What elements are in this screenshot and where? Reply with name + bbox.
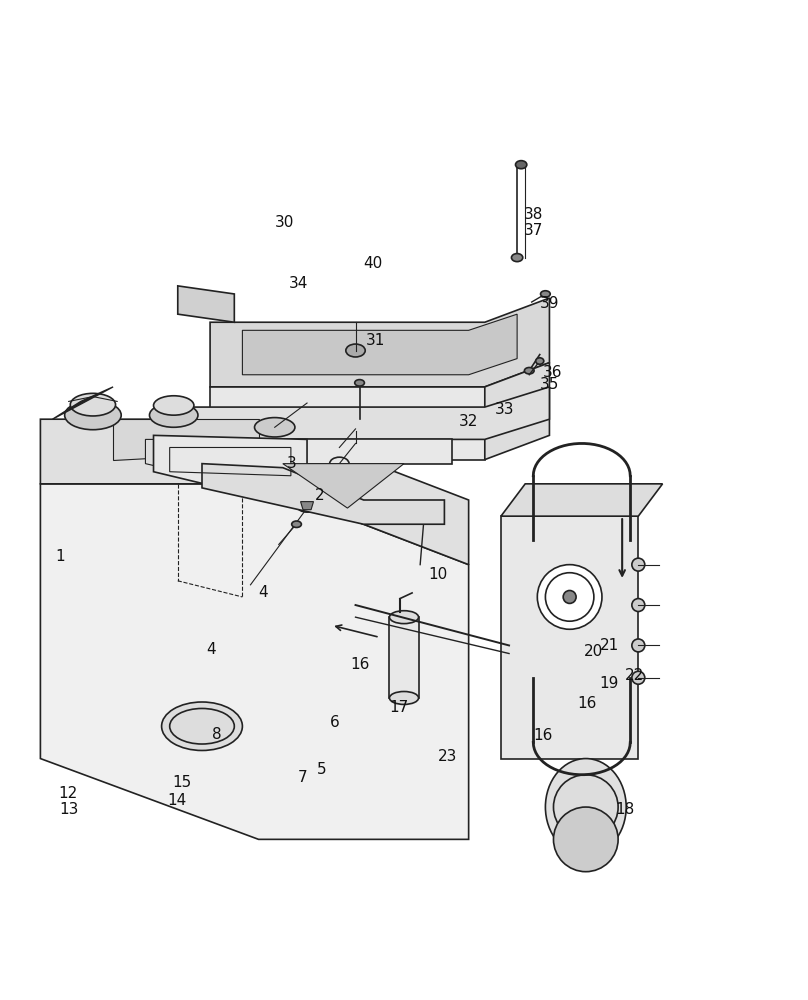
Text: 4: 4 (206, 642, 216, 657)
Ellipse shape (537, 565, 602, 629)
Text: 8: 8 (212, 727, 221, 742)
Ellipse shape (563, 590, 576, 603)
Text: 22: 22 (625, 668, 644, 683)
Ellipse shape (389, 691, 419, 704)
Text: 37: 37 (524, 223, 543, 238)
Ellipse shape (553, 775, 618, 839)
Text: 1: 1 (55, 549, 65, 564)
Ellipse shape (389, 611, 419, 624)
Ellipse shape (553, 807, 618, 872)
Text: 39: 39 (540, 296, 559, 311)
Polygon shape (40, 419, 469, 565)
Polygon shape (485, 363, 549, 460)
Text: 20: 20 (583, 644, 603, 659)
Text: 7: 7 (297, 770, 307, 785)
Polygon shape (210, 298, 549, 387)
Text: 38: 38 (524, 207, 543, 222)
Text: 15: 15 (172, 775, 191, 790)
Ellipse shape (149, 403, 198, 427)
Text: 4: 4 (259, 585, 268, 600)
Ellipse shape (524, 367, 534, 374)
Polygon shape (501, 484, 663, 516)
Ellipse shape (297, 501, 317, 512)
Ellipse shape (511, 254, 523, 262)
Ellipse shape (516, 161, 527, 169)
Polygon shape (242, 314, 517, 375)
Text: 18: 18 (616, 802, 635, 817)
Ellipse shape (632, 599, 645, 612)
Text: 21: 21 (600, 638, 619, 653)
Polygon shape (145, 439, 339, 508)
Polygon shape (53, 387, 113, 419)
Polygon shape (283, 464, 404, 508)
Polygon shape (501, 516, 638, 759)
Text: 31: 31 (366, 333, 385, 348)
Ellipse shape (162, 702, 242, 750)
Ellipse shape (346, 344, 365, 357)
Ellipse shape (70, 393, 116, 416)
Bar (389, 617, 419, 698)
Polygon shape (162, 439, 452, 464)
Text: 16: 16 (350, 657, 369, 672)
Polygon shape (162, 387, 549, 439)
Text: 32: 32 (459, 414, 478, 429)
Polygon shape (178, 286, 234, 322)
Text: 36: 36 (543, 365, 562, 380)
Text: 35: 35 (540, 377, 559, 392)
Text: 23: 23 (438, 749, 457, 764)
Text: 17: 17 (389, 700, 409, 715)
Ellipse shape (255, 418, 295, 437)
Polygon shape (113, 419, 259, 460)
Text: 6: 6 (330, 715, 339, 730)
Polygon shape (40, 484, 469, 839)
Ellipse shape (536, 358, 544, 364)
Ellipse shape (355, 380, 364, 386)
Text: 12: 12 (58, 786, 78, 801)
Text: 3: 3 (287, 456, 297, 471)
Text: 14: 14 (167, 793, 187, 808)
Text: 16: 16 (578, 696, 597, 711)
Ellipse shape (154, 396, 194, 415)
Text: 16: 16 (533, 728, 553, 743)
Text: 13: 13 (59, 802, 78, 817)
Polygon shape (301, 502, 314, 510)
Text: 30: 30 (275, 215, 294, 230)
Ellipse shape (65, 401, 121, 430)
Polygon shape (154, 435, 356, 520)
Text: 5: 5 (317, 762, 326, 777)
Ellipse shape (292, 521, 301, 527)
Ellipse shape (632, 671, 645, 684)
Ellipse shape (632, 639, 645, 652)
Text: 2: 2 (315, 488, 325, 503)
Text: 34: 34 (288, 276, 308, 291)
Text: 19: 19 (600, 676, 619, 691)
Text: 33: 33 (494, 402, 514, 417)
Ellipse shape (541, 291, 550, 297)
Text: 10: 10 (428, 567, 448, 582)
Ellipse shape (545, 759, 626, 856)
Polygon shape (210, 387, 485, 460)
Text: 40: 40 (364, 256, 383, 271)
Ellipse shape (632, 558, 645, 571)
Polygon shape (202, 464, 444, 524)
